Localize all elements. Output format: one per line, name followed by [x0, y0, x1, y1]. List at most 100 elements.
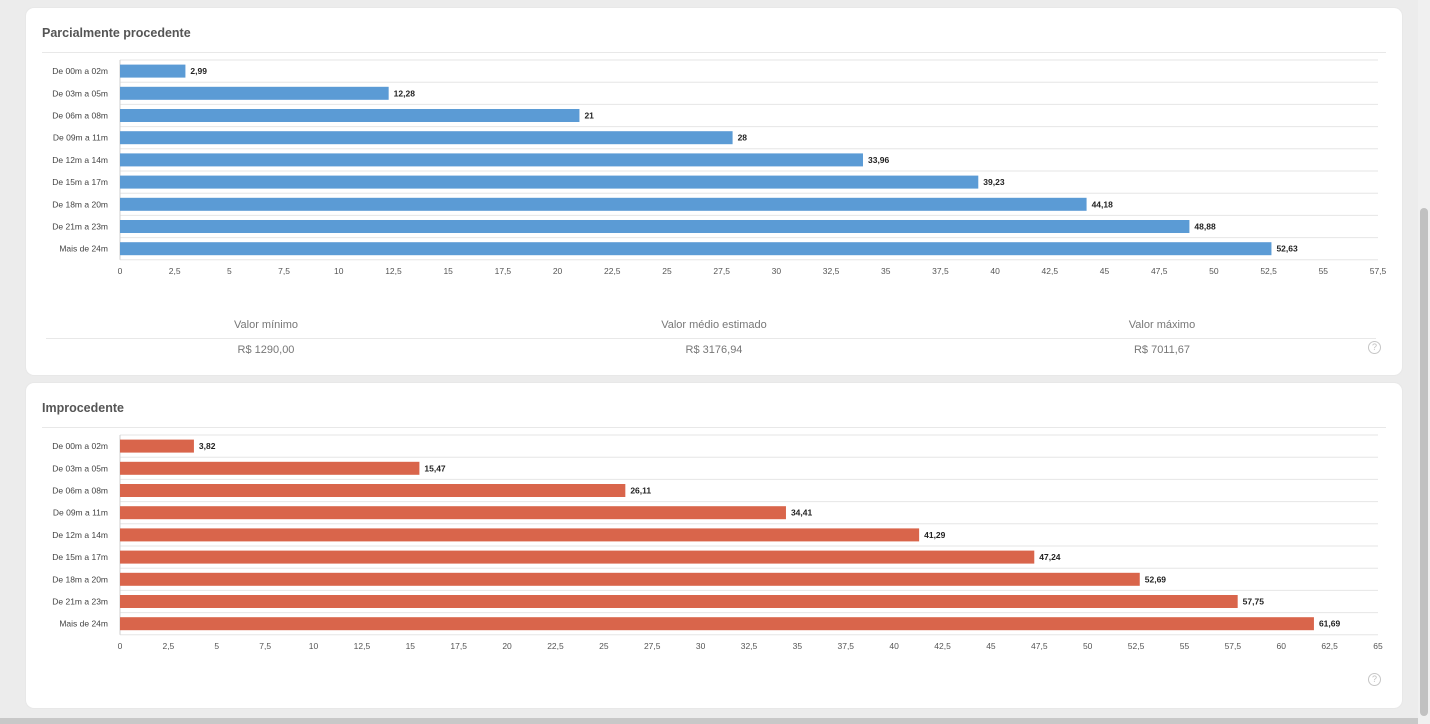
- min-value: R$ 1290,00: [237, 344, 295, 356]
- x-tick-label: 27,5: [644, 641, 661, 651]
- bar-chart-improcedente: De 00m a 02m 3,82 De 03m a 05m 15,47 De 06m …: [52, 434, 1383, 651]
- x-tick-label: 12,5: [354, 641, 371, 651]
- x-tick-label: 45: [1100, 266, 1110, 276]
- avg-value: R$ 3176,94: [685, 344, 743, 356]
- bar[interactable]: [120, 175, 979, 189]
- bar[interactable]: [120, 617, 1314, 631]
- bottom-edge: [0, 718, 1418, 724]
- x-tick-label: 62,5: [1321, 641, 1338, 651]
- x-tick-label: 20: [502, 641, 512, 651]
- x-tick-label: 45: [986, 641, 996, 651]
- bar[interactable]: [120, 242, 1272, 256]
- bar[interactable]: [120, 64, 186, 78]
- help-icon[interactable]: ?: [1368, 341, 1381, 354]
- bar[interactable]: [120, 439, 194, 453]
- bar[interactable]: [120, 461, 420, 475]
- x-tick-label: 65: [1373, 641, 1383, 651]
- data-label: 33,96: [868, 155, 890, 165]
- data-label: 15,47: [424, 463, 446, 473]
- bar[interactable]: [120, 109, 580, 122]
- bar-chart-parcialmente-procedente: De 00m a 02m 2,99 De 03m a 05m 12,28 De 06m …: [52, 59, 1387, 276]
- x-tick-label: 32,5: [823, 266, 840, 276]
- category-label: Mais de 24m: [59, 619, 108, 629]
- x-tick-label: 57,5: [1370, 266, 1387, 276]
- max-value: R$ 7011,67: [1133, 344, 1191, 356]
- x-tick-label: 17,5: [450, 641, 467, 651]
- x-tick-label: 55: [1180, 641, 1190, 651]
- data-label: 48,88: [1194, 222, 1216, 232]
- data-label: 52,63: [1276, 244, 1298, 254]
- bar[interactable]: [120, 528, 920, 542]
- category-label: De 00m a 02m: [52, 441, 108, 451]
- x-tick-label: 42,5: [1042, 266, 1059, 276]
- data-label: 2,99: [190, 66, 207, 76]
- x-tick-label: 30: [696, 641, 706, 651]
- chart-card-parcialmente-procedente: Parcialmente procedente De 00m a 02m 2,99…: [26, 8, 1402, 375]
- bar[interactable]: [120, 131, 733, 145]
- min-value-label: Valor mínimo: [234, 319, 298, 331]
- x-tick-label: 32,5: [741, 641, 758, 651]
- x-tick-label: 5: [227, 266, 232, 276]
- data-label: 26,11: [630, 486, 651, 496]
- x-tick-label: 25: [599, 641, 609, 651]
- bar[interactable]: [120, 506, 786, 520]
- bar[interactable]: [120, 484, 626, 497]
- x-tick-label: 27,5: [713, 266, 730, 276]
- x-tick-label: 25: [662, 266, 672, 276]
- x-tick-label: 50: [1209, 266, 1219, 276]
- x-tick-label: 17,5: [495, 266, 512, 276]
- category-label: De 03m a 05m: [52, 88, 108, 98]
- x-tick-label: 15: [406, 641, 416, 651]
- category-label: De 21m a 23m: [52, 597, 108, 607]
- x-tick-label: 35: [793, 641, 803, 651]
- x-tick-label: 10: [309, 641, 319, 651]
- bar[interactable]: [120, 153, 863, 167]
- data-label: 52,69: [1145, 574, 1167, 584]
- category-label: De 21m a 23m: [52, 222, 108, 232]
- bar[interactable]: [120, 572, 1140, 586]
- x-tick-label: 47,5: [1031, 641, 1048, 651]
- bar[interactable]: [120, 220, 1190, 233]
- category-label: De 03m a 05m: [52, 463, 108, 473]
- x-tick-label: 30: [772, 266, 782, 276]
- x-tick-label: 22,5: [547, 641, 564, 651]
- x-tick-label: 35: [881, 266, 891, 276]
- data-label: 41,29: [924, 530, 946, 540]
- bar[interactable]: [120, 86, 389, 100]
- x-tick-label: 7,5: [278, 266, 290, 276]
- avg-value-label: Valor médio estimado: [661, 319, 767, 331]
- chart-card-improcedente: Improcedente De 00m a 02m 3,82 De 03m a 05…: [26, 383, 1402, 708]
- value-summary: Valor mínimo R$ 1290,00 Valor médio esti…: [46, 317, 1386, 367]
- x-tick-label: 20: [553, 266, 563, 276]
- chart-title: Parcialmente procedente: [42, 26, 191, 40]
- x-tick-label: 2,5: [169, 266, 181, 276]
- help-icon[interactable]: ?: [1368, 673, 1381, 686]
- category-label: De 06m a 08m: [52, 486, 108, 496]
- x-tick-label: 40: [990, 266, 1000, 276]
- category-label: De 15m a 17m: [52, 552, 108, 562]
- data-label: 28: [738, 133, 748, 143]
- category-label: De 18m a 20m: [52, 574, 108, 584]
- x-tick-label: 5: [214, 641, 219, 651]
- category-label: De 12m a 14m: [52, 155, 108, 165]
- bar[interactable]: [120, 595, 1238, 608]
- bar[interactable]: [120, 550, 1035, 564]
- bar[interactable]: [120, 197, 1087, 211]
- x-tick-label: 52,5: [1260, 266, 1277, 276]
- category-label: De 12m a 14m: [52, 530, 108, 540]
- data-label: 3,82: [199, 441, 216, 451]
- data-label: 21: [584, 111, 594, 121]
- data-label: 39,23: [983, 177, 1005, 187]
- data-label: 12,28: [394, 88, 416, 98]
- category-label: De 09m a 11m: [53, 508, 108, 518]
- category-label: De 18m a 20m: [52, 199, 108, 209]
- category-label: De 06m a 08m: [52, 111, 108, 121]
- x-tick-label: 47,5: [1151, 266, 1168, 276]
- scrollbar-thumb[interactable]: [1420, 208, 1428, 716]
- x-tick-label: 22,5: [604, 266, 621, 276]
- data-label: 34,41: [791, 508, 813, 518]
- category-label: De 15m a 17m: [52, 177, 108, 187]
- x-tick-label: 50: [1083, 641, 1093, 651]
- category-label: Mais de 24m: [59, 244, 108, 254]
- chart-title: Improcedente: [42, 401, 124, 415]
